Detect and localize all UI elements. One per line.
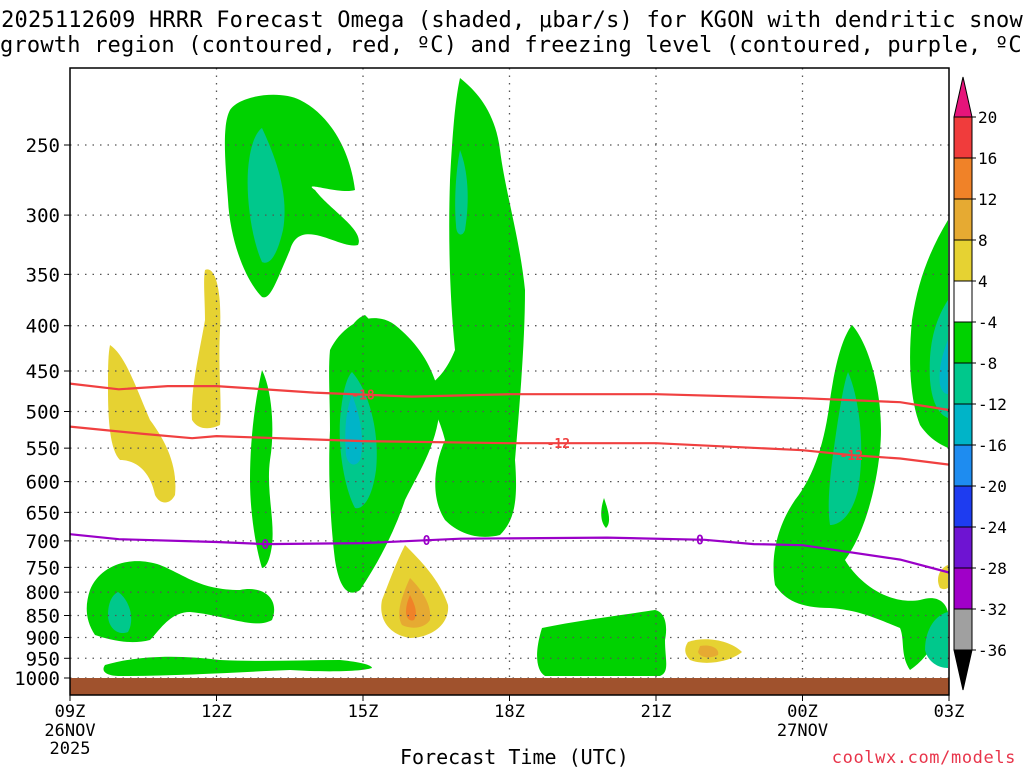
x-tick-label: 00Z [787,702,818,722]
chart-title-line2: growth region (contoured, red, ºC) and f… [0,33,1024,58]
omega-region-yellow [191,269,221,429]
omega-region-teal [108,592,132,634]
y-tick-label: 600 [26,472,60,494]
colorbar-label: 20 [978,108,997,127]
x-tick-label: 09Z [55,702,86,722]
x-axis-label: Forecast Time (UTC) [400,745,629,769]
y-tick-label: 800 [26,582,60,604]
colorbar-bottom-arrow [953,649,973,691]
colorbar-bin [953,444,973,487]
contour-label: 0 [423,534,431,549]
y-tick-label: 400 [26,316,60,338]
y-tick-label: 900 [26,627,60,649]
omega-shading [86,78,948,676]
colorbar-label: -28 [978,559,1007,578]
x-tick-date-label: 26NOV [44,721,95,741]
omega-region-green [601,498,610,528]
site-credit[interactable]: coolwx.com/models [831,748,1016,768]
colorbar-bin [953,403,973,446]
omega-region-teal [925,612,948,668]
colorbar: 20 16 12 8 4 -4 -8 -12 -16 -20 -24 -28 -32 -36 [953,76,1007,691]
omega-region-teal [455,150,468,235]
y-tick-label: 500 [26,402,60,424]
omega-region-green [773,325,948,670]
colorbar-bin [953,362,973,405]
x-tick-label: 18Z [494,702,525,722]
y-tick-label: 300 [26,205,60,227]
omega-region-teal [247,128,285,263]
omega-region-red [406,595,416,621]
y-tick-label: 250 [26,135,60,157]
colorbar-bin [953,485,973,528]
x-tick-date-label: 27NOV [777,721,828,741]
colorbar-label: -32 [978,600,1007,619]
contour-line [69,533,950,574]
colorbar-bin [953,157,973,200]
x-tick-label: 12Z [201,702,232,722]
y-tick-label: 550 [26,438,60,460]
y-tick-label: 850 [26,606,60,628]
y-tick-label: 450 [26,361,60,383]
colorbar-bin [953,567,973,610]
colorbar-bin [953,116,973,159]
omega-region-green [537,610,667,676]
colorbar-bin [953,239,973,282]
y-tick-label: 650 [26,502,60,524]
y-tick-label: 950 [26,648,60,670]
colorbar-label: -20 [978,477,1007,496]
omega-region-green [103,656,373,676]
colorbar-label: -4 [978,313,997,332]
contour-label: -18 [351,389,375,404]
x-tick-year-label: 2025 [50,739,91,759]
y-tick-label: 750 [26,557,60,579]
contour-label: 0 [696,534,704,549]
ground-surface [70,678,949,695]
y-tick-label: 700 [26,531,60,553]
x-tick-label: 15Z [348,702,379,722]
contours: -18 -12 -12 0 0 0 [69,382,950,574]
y-tick-label: 1000 [14,668,60,690]
omega-region-yellow [108,345,176,503]
contour-line [69,425,950,466]
colorbar-label: -24 [978,518,1007,537]
colorbar-label: 8 [978,231,988,250]
contour-line [69,382,950,412]
colorbar-bin [953,608,973,651]
colorbar-label: 4 [978,272,988,291]
contour-label: -12 [840,449,863,464]
colorbar-label: -8 [978,354,997,373]
x-tick-label: 21Z [641,702,672,722]
colorbar-bin [953,280,973,323]
colorbar-bin [953,198,973,241]
y-tick-label: 350 [26,264,60,286]
contour-label: 0 [261,538,269,553]
colorbar-label: -16 [978,436,1007,455]
omega-region-teal [828,372,862,525]
colorbar-label: -12 [978,395,1007,414]
x-tick-label: 03Z [934,702,965,722]
colorbar-bin [953,526,973,569]
colorbar-label: -36 [978,641,1007,660]
contour-label: -12 [547,437,570,452]
y-axis: 2503003504004505005506006507007508008509… [14,135,70,690]
omega-region-cyan [939,340,948,394]
chart-title-line1: 2025112609 HRRR Forecast Omega (shaded, … [1,8,1023,33]
omega-region-green [250,370,273,568]
omega-region-orange [698,645,719,658]
colorbar-label: 12 [978,190,997,209]
colorbar-label: 16 [978,149,997,168]
omega-region-cyan [345,395,363,465]
colorbar-bin [953,321,973,364]
colorbar-top-arrow [953,76,973,118]
omega-region-green [86,561,275,643]
